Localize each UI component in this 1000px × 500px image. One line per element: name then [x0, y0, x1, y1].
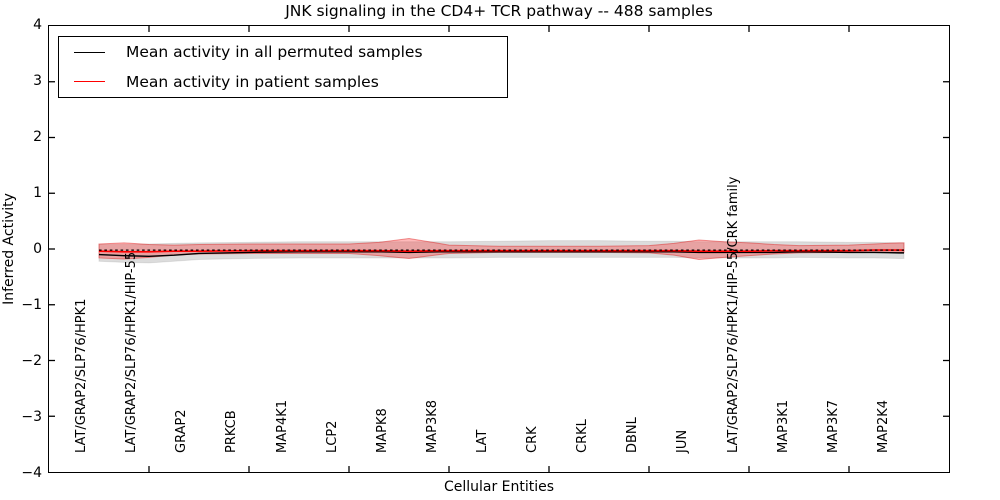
- x-entity-label: MAP2K4: [875, 399, 891, 453]
- legend-item-patient: Mean activity in patient samples: [59, 67, 507, 96]
- legend-label-permuted: Mean activity in all permuted samples: [126, 43, 423, 62]
- x-entity-label: DBNL: [625, 417, 641, 453]
- y-tick-label: −4: [21, 465, 42, 481]
- x-entity-label: CRK: [525, 426, 541, 453]
- series-permuted_mean: [98, 251, 905, 257]
- x-entity-label: LAT/GRAP2/SLP76/HPK1: [74, 298, 90, 453]
- x-entity-label: MAP4K1: [274, 399, 290, 453]
- x-entity-label: GRAP2: [174, 409, 190, 453]
- y-tick-label: 1: [33, 185, 42, 201]
- x-entity-label: MAP3K1: [775, 399, 791, 453]
- x-entity-label: MAP3K8: [424, 399, 440, 453]
- x-entity-label: MAPK8: [374, 408, 390, 453]
- x-entity-label: JUN: [675, 429, 691, 453]
- plot-area: [48, 25, 950, 473]
- patient-line-swatch: [74, 81, 105, 83]
- x-entity-label: PRKCB: [224, 410, 240, 453]
- x-entity-label: MAP3K7: [825, 399, 841, 453]
- x-entity-label: LAT/GRAP2/SLP76/HPK1/HIP-55: [124, 251, 140, 453]
- x-entity-label: CRKL: [575, 419, 591, 453]
- legend-item-permuted: Mean activity in all permuted samples: [59, 38, 507, 67]
- y-tick-label: −3: [21, 409, 42, 425]
- legend-label-patient: Mean activity in patient samples: [126, 72, 379, 91]
- y-tick-label: 0: [33, 241, 42, 257]
- legend: Mean activity in all permuted samples Me…: [58, 36, 508, 98]
- y-tick-label: 2: [33, 129, 42, 145]
- chart-title: JNK signaling in the CD4+ TCR pathway --…: [285, 2, 713, 20]
- x-entity-label: LAT: [475, 429, 490, 453]
- permuted-line-swatch: [74, 51, 105, 53]
- x-entity-label: LAT/GRAP2/SLP76/HPK1/HIP-55/CRK family: [725, 176, 741, 453]
- y-tick-label: 4: [33, 17, 42, 33]
- chart-canvas: [49, 26, 949, 472]
- x-entity-label: LCP2: [324, 420, 340, 453]
- y-tick-label: 3: [33, 73, 42, 89]
- y-tick-label: −1: [21, 297, 42, 313]
- x-axis-title: Cellular Entities: [443, 479, 555, 495]
- y-tick-label: −2: [21, 353, 42, 369]
